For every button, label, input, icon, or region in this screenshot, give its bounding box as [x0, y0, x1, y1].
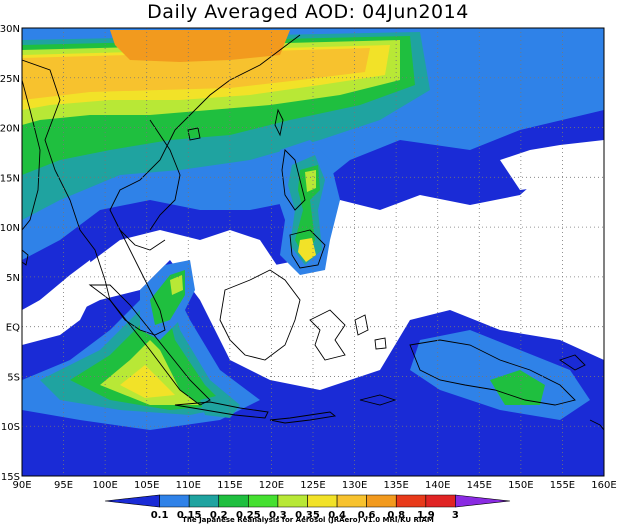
- coastline-sri-lanka: [22, 249, 29, 266]
- latitude-labels: 30N 25N 20N 15N 10N 5N EQ 5S 10S 15S: [0, 24, 20, 483]
- aod-plume-sumatra-yg: [170, 275, 183, 295]
- lat-label: 10N: [0, 223, 20, 234]
- coastline-india-east: [22, 79, 41, 231]
- coastline-new-guinea: [409, 339, 576, 406]
- lon-label: 160E: [591, 480, 616, 491]
- lon-label: 90E: [12, 480, 31, 491]
- lon-label: 135E: [383, 480, 408, 491]
- coastline-hainan: [187, 127, 201, 141]
- lon-label: 105E: [134, 480, 159, 491]
- coastline-indochina-east: [149, 119, 181, 231]
- lon-label: 155E: [550, 480, 575, 491]
- aod-region-yellow-south: [120, 365, 175, 398]
- lat-label: 20N: [0, 124, 20, 135]
- clear-area-indian-ocean: [22, 260, 95, 345]
- lat-label: 15N: [0, 173, 20, 184]
- colorbar-level-label: 0.25: [236, 510, 261, 521]
- lat-label: 25N: [0, 74, 20, 85]
- colorbar-level-label: 0.1: [151, 510, 169, 521]
- lon-label: 110E: [176, 480, 201, 491]
- coastline-luzon: [281, 149, 306, 211]
- coastline-mindanao: [289, 229, 326, 269]
- map-frame: [21, 27, 605, 477]
- coastline-sulawesi: [309, 309, 346, 361]
- lon-label: 115E: [217, 480, 242, 491]
- lat-label: 10S: [1, 422, 20, 433]
- colorbar-swatch: [277, 494, 308, 508]
- coastline-mainland-asia: [22, 34, 301, 336]
- lat-label: 15S: [1, 472, 20, 483]
- lon-label: 145E: [467, 480, 492, 491]
- aod-region-orange: [110, 30, 290, 62]
- colorbar-level-label: 1.9: [417, 510, 435, 521]
- colorbar-swatch: [188, 494, 220, 508]
- colorbar-swatch: [366, 494, 397, 508]
- colorbar-level-label: 0.15: [177, 510, 202, 521]
- colorbar-swatch: [218, 494, 249, 508]
- colorbar-swatch: [395, 494, 427, 508]
- colorbar-swatch: [425, 494, 456, 508]
- colorbar-level-label: 0.4: [328, 510, 346, 521]
- lon-label: 150E: [508, 480, 533, 491]
- colorbar-level-label: 0.6: [358, 510, 376, 521]
- colorbar-swatch: [336, 494, 367, 508]
- clear-area-pacific: [330, 180, 604, 330]
- colorbar-swatch: [159, 494, 190, 508]
- colorbar-level-label: 0.8: [387, 510, 405, 521]
- lon-label: 120E: [259, 480, 284, 491]
- colorbar-swatch: [455, 494, 511, 508]
- coastline-bismarck: [558, 354, 586, 371]
- map-title: Daily Averaged AOD: 04Jun2014: [147, 1, 469, 23]
- coastline-lesser-sunda: [269, 411, 337, 424]
- lon-label: 95E: [54, 480, 73, 491]
- lat-label: EQ: [6, 323, 20, 334]
- aod-region-light-blue-east: [410, 330, 590, 420]
- graticule: [22, 28, 604, 476]
- colorbar-swatch: [307, 494, 338, 508]
- aod-region-light-orange: [22, 48, 370, 100]
- colorbar-level-label: 3: [452, 510, 459, 521]
- lat-label: 5S: [7, 372, 20, 383]
- colorbar-level-label: 0.2: [210, 510, 228, 521]
- coastlines: [22, 34, 604, 431]
- colorbar-level-label: 0.35: [295, 510, 320, 521]
- coastline-solomons: [589, 419, 604, 431]
- aod-plume-philippines-yellow-n: [305, 170, 316, 192]
- coastline-gulf-of-thailand: [119, 229, 166, 251]
- colorbar-swatch: [104, 494, 160, 508]
- lon-label: 130E: [342, 480, 367, 491]
- colorbar: 0.1 0.15 0.2 0.25 0.3 0.35 0.4 0.6 0.8 1.9 3: [104, 494, 511, 521]
- coastline-borneo: [219, 269, 301, 361]
- lon-label: 140E: [425, 480, 450, 491]
- coastline-taiwan: [274, 108, 284, 137]
- lat-label: 5N: [6, 273, 20, 284]
- lat-label: 30N: [0, 24, 20, 35]
- colorbar-level-label: 0.3: [269, 510, 287, 521]
- clear-area-borneo: [195, 230, 320, 365]
- colorbar-swatch: [248, 494, 279, 508]
- aod-region-green-east: [490, 370, 545, 405]
- lon-label: 125E: [300, 480, 325, 491]
- credit-text: The Japanese Reanalysis for Aerosol (JRA…: [182, 516, 434, 524]
- coastline-java: [174, 401, 269, 419]
- longitude-labels: 90E 95E 100E 105E 110E 115E 120E 125E 130E 135E 14…: [12, 480, 616, 491]
- coastline-timor: [359, 394, 397, 406]
- lon-label: 100E: [92, 480, 117, 491]
- aod-plume-philippines-yellow: [298, 238, 316, 262]
- coastline-moluccas: [354, 314, 387, 350]
